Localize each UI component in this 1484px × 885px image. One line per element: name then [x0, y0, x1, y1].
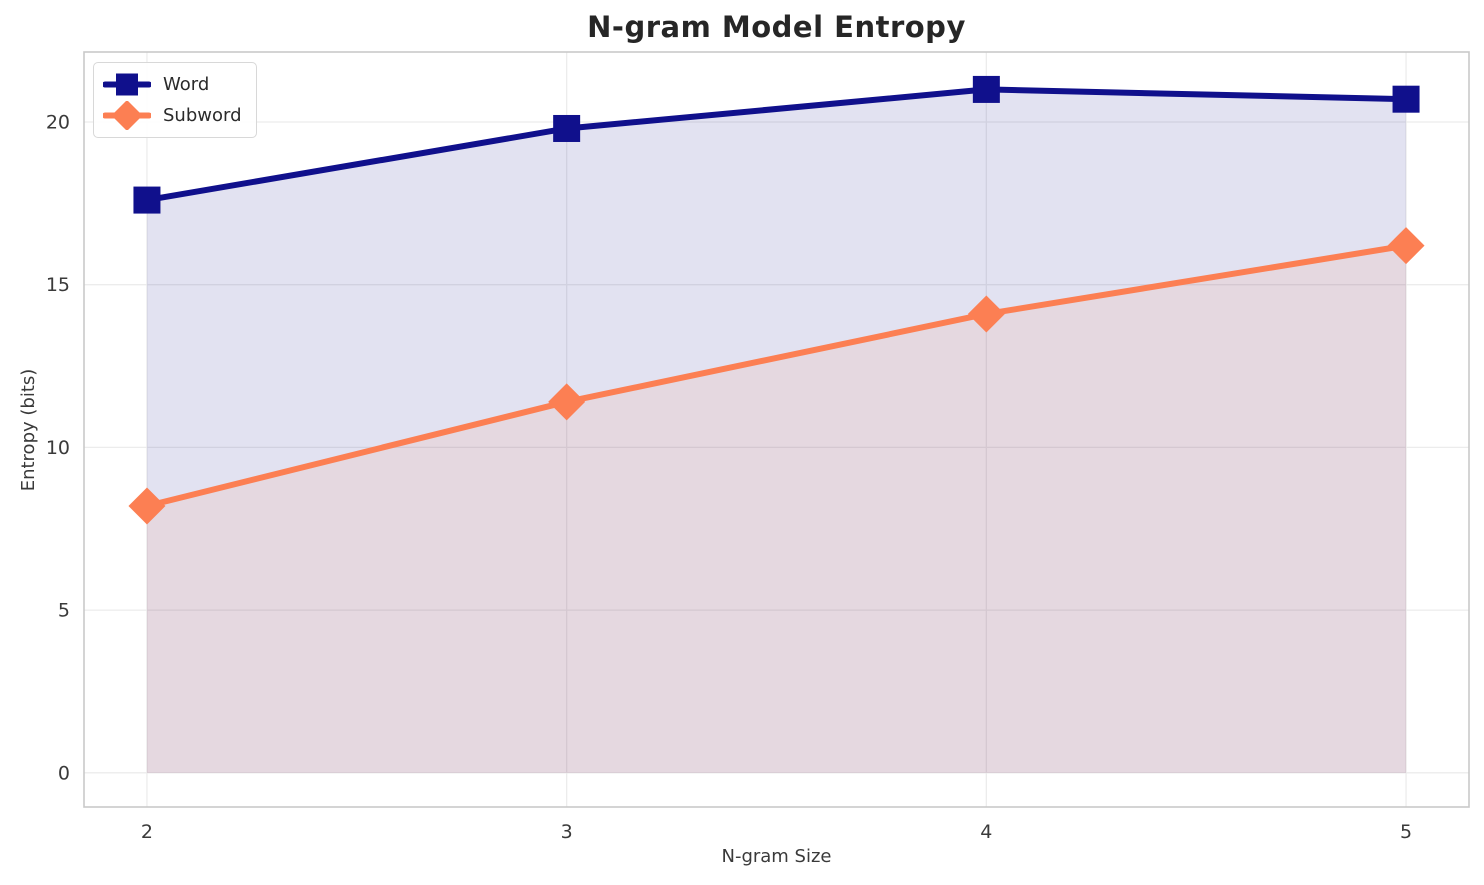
marker-square-word	[1392, 85, 1420, 113]
y-tick-label: 15	[46, 274, 70, 296]
legend: Word Subword	[93, 62, 257, 138]
legend-item-subword: Subword	[103, 101, 242, 130]
subword-legend-glyph	[103, 101, 151, 130]
marker-square-word	[553, 114, 581, 142]
marker-diamond-subword	[548, 383, 586, 421]
x-tick-label: 4	[980, 821, 992, 843]
y-tick-label: 0	[58, 762, 70, 784]
area-fill-subword	[146, 245, 1407, 773]
x-axis-label: N-gram Size	[721, 846, 832, 867]
x-tick-label: 2	[141, 821, 153, 843]
marker-diamond-subword	[128, 487, 166, 525]
marker-diamond-subword	[967, 295, 1005, 333]
plot-border	[83, 51, 1470, 808]
marker-square-word	[972, 75, 1000, 103]
legend-label-subword: Subword	[163, 104, 242, 126]
word-square-marker-icon	[116, 73, 138, 96]
y-tick-label: 5	[58, 600, 70, 622]
line-word	[143, 86, 1410, 204]
line-subword	[143, 242, 1410, 509]
x-tick-label: 5	[1400, 821, 1412, 843]
word-legend-glyph	[103, 73, 151, 96]
marker-diamond-subword	[1387, 227, 1425, 265]
legend-label-word: Word	[163, 73, 210, 95]
y-tick-label: 10	[46, 437, 70, 459]
chart-title: N-gram Model Entropy	[587, 10, 966, 44]
y-tick-label: 20	[46, 111, 70, 133]
area-fill-word	[146, 89, 1407, 773]
legend-item-word: Word	[103, 70, 242, 99]
subword-diamond-marker-icon	[111, 101, 143, 130]
marker-square-word	[133, 186, 161, 214]
x-tick-label: 3	[561, 821, 573, 843]
